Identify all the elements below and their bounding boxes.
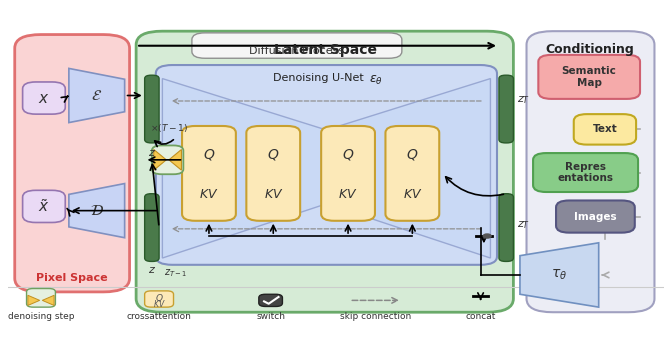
Text: $\times(T-1)$: $\times(T-1)$ xyxy=(150,122,188,134)
Polygon shape xyxy=(28,295,40,305)
FancyBboxPatch shape xyxy=(499,75,513,143)
FancyBboxPatch shape xyxy=(533,153,638,192)
Polygon shape xyxy=(154,150,166,170)
FancyBboxPatch shape xyxy=(321,126,375,221)
Text: concat: concat xyxy=(465,312,496,321)
Text: $Q$: $Q$ xyxy=(342,147,354,162)
FancyBboxPatch shape xyxy=(145,75,159,143)
Polygon shape xyxy=(43,295,54,305)
Text: Denoising U-Net: Denoising U-Net xyxy=(273,73,367,84)
Text: Semantic
Map: Semantic Map xyxy=(562,66,616,88)
Text: Pixel Space: Pixel Space xyxy=(36,273,108,284)
Text: Conditioning: Conditioning xyxy=(546,43,634,56)
Text: $z_T$: $z_T$ xyxy=(517,94,531,106)
FancyBboxPatch shape xyxy=(259,294,283,306)
FancyBboxPatch shape xyxy=(145,194,159,261)
FancyBboxPatch shape xyxy=(27,289,55,307)
FancyBboxPatch shape xyxy=(246,126,300,221)
Text: $\tau_\theta$: $\tau_\theta$ xyxy=(551,268,567,282)
Text: $z_{T-1}$: $z_{T-1}$ xyxy=(164,267,188,279)
Text: $Q$: $Q$ xyxy=(203,147,215,162)
Text: $KV$: $KV$ xyxy=(200,188,219,201)
Text: z: z xyxy=(148,265,154,275)
Text: switch: switch xyxy=(256,312,285,321)
FancyBboxPatch shape xyxy=(192,33,402,58)
Text: $KV$: $KV$ xyxy=(263,188,283,201)
Text: $x$: $x$ xyxy=(38,90,50,105)
Polygon shape xyxy=(69,68,124,123)
FancyBboxPatch shape xyxy=(386,126,440,221)
Text: skip connection: skip connection xyxy=(340,312,411,321)
Polygon shape xyxy=(330,79,490,258)
Text: $KV$: $KV$ xyxy=(402,188,422,201)
FancyBboxPatch shape xyxy=(15,35,130,292)
Text: Diffusion Process: Diffusion Process xyxy=(249,46,344,56)
Polygon shape xyxy=(169,150,182,170)
Text: Repres
entations: Repres entations xyxy=(557,162,614,183)
Text: $KV$: $KV$ xyxy=(338,188,358,201)
FancyBboxPatch shape xyxy=(152,146,184,174)
FancyBboxPatch shape xyxy=(539,55,640,99)
Text: denoising step: denoising step xyxy=(8,312,74,321)
Polygon shape xyxy=(69,184,124,238)
FancyBboxPatch shape xyxy=(556,201,635,233)
FancyBboxPatch shape xyxy=(145,291,174,307)
FancyBboxPatch shape xyxy=(574,114,636,144)
Text: $KV$: $KV$ xyxy=(153,298,166,309)
Text: crossattention: crossattention xyxy=(126,312,192,321)
Text: z: z xyxy=(148,149,154,158)
Text: $Q$: $Q$ xyxy=(406,147,418,162)
Circle shape xyxy=(483,234,491,238)
FancyBboxPatch shape xyxy=(23,190,65,222)
FancyBboxPatch shape xyxy=(156,65,497,265)
Text: $z_T$: $z_T$ xyxy=(517,220,531,231)
FancyBboxPatch shape xyxy=(136,31,513,312)
FancyBboxPatch shape xyxy=(499,194,513,261)
Text: $\mathcal{D}$: $\mathcal{D}$ xyxy=(90,203,104,218)
FancyBboxPatch shape xyxy=(23,82,65,114)
Text: $\tilde{x}$: $\tilde{x}$ xyxy=(38,198,50,215)
Text: Images: Images xyxy=(574,211,616,222)
Text: $\mathcal{E}$: $\mathcal{E}$ xyxy=(91,88,102,103)
FancyBboxPatch shape xyxy=(182,126,236,221)
Text: Text: Text xyxy=(593,124,617,134)
Polygon shape xyxy=(162,79,323,258)
Text: $Q$: $Q$ xyxy=(267,147,279,162)
Text: Latent Space: Latent Space xyxy=(273,43,376,57)
FancyBboxPatch shape xyxy=(527,31,654,312)
Text: $\epsilon_\theta$: $\epsilon_\theta$ xyxy=(368,73,382,87)
Text: $Q$: $Q$ xyxy=(155,292,164,304)
Polygon shape xyxy=(520,243,598,307)
